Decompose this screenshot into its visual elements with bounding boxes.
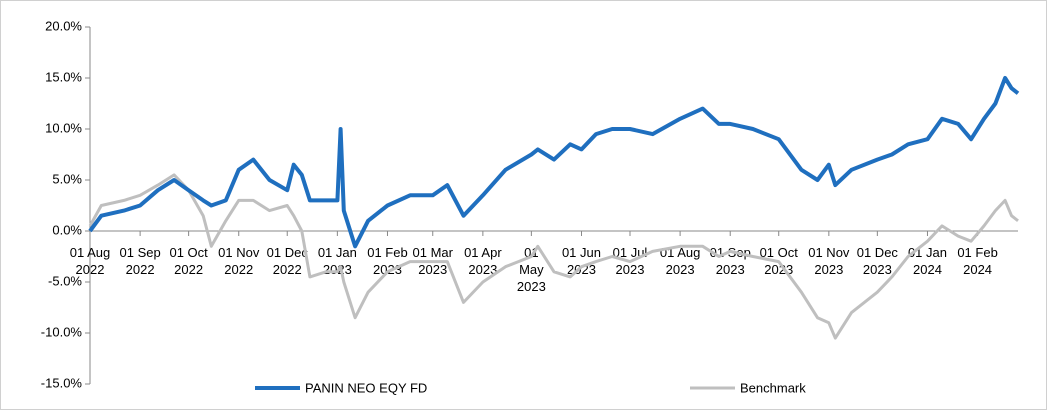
y-tick-label: 20.0% <box>45 18 82 33</box>
y-tick-label: -10.0% <box>41 324 83 339</box>
x-tick-label: 01 Jun 2023 <box>562 245 601 277</box>
series-line <box>88 173 1019 340</box>
y-tick-label: 15.0% <box>45 69 82 84</box>
x-tick-label: 01 Feb 2023 <box>367 245 407 277</box>
x-tick-label: 01 Oct 2022 <box>169 245 208 277</box>
y-tick-label: 0.0% <box>52 222 82 237</box>
x-tick-label: 01 Mar 2023 <box>413 245 454 277</box>
y-tick-label: -5.0% <box>48 273 82 288</box>
x-tick-label: 01 Nov 2023 <box>808 245 850 277</box>
y-tick-label: -15.0% <box>41 375 83 390</box>
x-tick-label: 01 Aug 2022 <box>70 245 111 277</box>
x-tick-label: 01 Dec 2023 <box>857 245 899 277</box>
y-tick-label: 5.0% <box>52 171 82 186</box>
legend-label: PANIN NEO EQY FD <box>305 380 427 395</box>
legend-label: Benchmark <box>740 380 806 395</box>
x-tick-label: 01 Nov 2022 <box>218 245 260 277</box>
x-tick-label: 01 Apr 2023 <box>464 245 502 277</box>
x-tick-label: 01 Feb 2024 <box>957 245 997 277</box>
x-tick-label: 01 Sep 2022 <box>120 245 161 277</box>
y-tick-label: 10.0% <box>45 120 82 135</box>
x-tick-label: 01 Dec 2022 <box>267 245 309 277</box>
series-line <box>88 76 1020 249</box>
